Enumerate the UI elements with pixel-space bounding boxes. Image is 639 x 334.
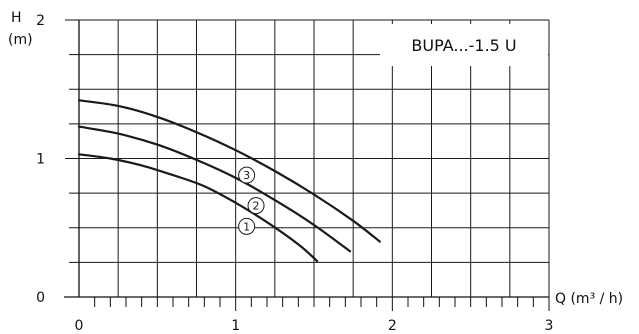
curve-marker-circle: [238, 166, 256, 184]
curve-marker-label: 3: [243, 169, 250, 182]
chart-title: BUPA...-1.5 U: [411, 36, 516, 55]
curve-marker-label: 2: [253, 200, 260, 213]
pump-curve-3: [77, 99, 381, 243]
axes: [64, 19, 550, 311]
x-tick-label: 3: [545, 318, 554, 334]
y-axis-label-h: H: [11, 10, 22, 26]
x-axis-label: Q (m³ / h): [555, 291, 623, 307]
pump-curve-1: [77, 153, 319, 263]
x-tick-label: 1: [231, 318, 240, 334]
grid: [79, 19, 550, 297]
pump-curve-2: [77, 125, 352, 253]
curve-marker-circle: [247, 197, 265, 215]
y-axis-label-unit: (m): [8, 32, 33, 48]
y-tick-label: 0: [36, 290, 45, 306]
x-tick-label: 0: [75, 318, 84, 334]
curve-marker-label: 1: [243, 220, 250, 233]
y-tick-label: 2: [36, 13, 45, 29]
x-tick-label: 2: [388, 318, 397, 334]
curve-marker-circle: [238, 217, 256, 235]
curve-markers: 12 3: [238, 166, 265, 235]
y-tick-label: 1: [36, 152, 45, 168]
chart-title-box: [380, 24, 548, 66]
curves: [77, 99, 381, 263]
